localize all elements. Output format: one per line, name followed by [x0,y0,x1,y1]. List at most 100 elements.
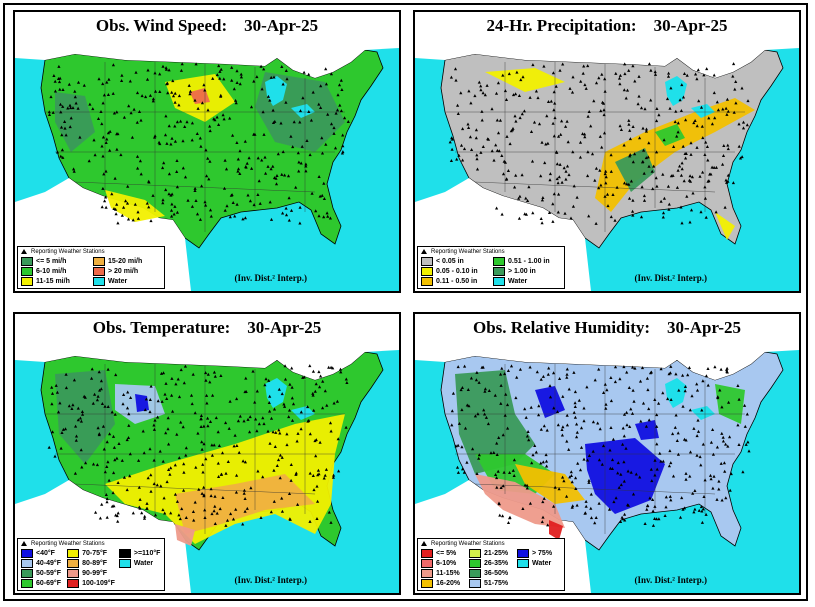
weather-station-marker [484,415,488,419]
weather-station-marker [155,483,159,487]
stations-legend-row: Reporting Weather Stations [21,540,161,547]
weather-station-marker [579,426,584,430]
weather-station-marker [582,457,586,461]
weather-station-marker [623,72,627,76]
weather-station-marker [688,450,693,454]
weather-station-marker [244,165,248,168]
weather-station-marker [715,497,719,501]
weather-station-marker [477,456,481,460]
weather-station-marker [703,478,707,482]
weather-station-marker [193,98,197,102]
wind-speed-map-panel: Obs. Wind Speed: 30-Apr-25 Reporting Weat… [13,10,401,293]
weather-station-marker [614,71,618,75]
weather-station-marker [100,144,104,148]
weather-station-marker [203,88,207,92]
weather-station-marker [655,442,659,446]
weather-station-marker [329,122,334,126]
weather-station-marker [164,66,168,70]
weather-station-marker [521,75,525,79]
legend-label: > 20 mi/h [108,268,139,275]
weather-station-marker [500,366,504,370]
weather-station-marker [681,404,685,408]
weather-station-marker [341,144,345,148]
weather-station-marker [697,99,701,103]
legend-label: > 1.00 in [508,268,536,275]
weather-station-marker [457,153,461,157]
weather-station-marker [686,373,690,377]
weather-station-marker [657,401,661,405]
weather-station-marker [661,459,665,463]
weather-station-marker [243,509,247,513]
weather-station-marker [320,151,325,155]
weather-station-marker [245,506,249,510]
weather-station-marker [252,203,256,207]
weather-station-marker [511,126,515,130]
weather-station-marker [587,214,591,218]
weather-station-marker [455,157,459,161]
weather-station-marker [498,513,502,517]
weather-station-marker [184,516,188,519]
weather-station-marker [181,139,185,143]
weather-station-marker [143,514,147,518]
weather-station-marker [631,492,636,496]
weather-station-marker [585,458,590,462]
weather-station-marker [319,84,323,88]
weather-station-marker [602,108,606,112]
weather-station-marker [56,77,61,80]
weather-station-marker [461,158,465,162]
weather-station-marker [278,431,282,435]
weather-station-marker [649,467,653,471]
weather-station-marker [536,96,540,100]
weather-station-marker [177,103,181,107]
weather-station-marker [567,447,571,451]
contour-region [515,464,585,504]
weather-station-marker [594,221,598,225]
weather-station-marker [254,417,258,421]
legend-item: Water [493,277,561,286]
legend-item: > 1.00 in [493,267,561,276]
weather-station-marker [287,408,292,412]
weather-station-marker [50,430,55,434]
weather-station-marker [216,461,220,465]
legend-swatch [118,549,131,558]
weather-station-marker [539,461,543,465]
weather-station-marker [519,78,523,82]
weather-station-marker [671,432,675,436]
weather-station-marker [267,401,271,404]
weather-station-marker [541,374,545,378]
weather-station-marker [514,92,518,96]
weather-station-marker [573,405,577,408]
weather-station-marker [661,211,666,215]
weather-station-marker [194,465,198,469]
weather-station-marker [575,430,579,434]
weather-station-marker [639,215,644,219]
weather-station-marker [515,70,519,74]
weather-station-marker [638,379,643,383]
weather-station-marker [474,378,478,382]
weather-station-marker [541,460,545,464]
weather-station-marker [272,468,276,472]
weather-station-marker [609,399,613,403]
weather-station-marker [463,426,468,430]
weather-station-marker [200,447,204,451]
weather-station-marker [204,203,208,207]
weather-station-marker [186,198,190,202]
weather-station-marker [126,184,130,188]
weather-station-marker [497,502,501,506]
weather-station-marker [193,500,197,504]
weather-station-marker [709,440,713,444]
weather-station-marker [275,464,279,467]
weather-station-marker [345,381,349,384]
weather-station-marker [571,150,575,154]
weather-station-marker [723,469,727,473]
weather-station-marker [64,372,68,376]
weather-station-marker [701,507,705,511]
weather-station-marker [552,134,556,138]
weather-station-marker [324,142,328,146]
weather-station-marker [715,100,719,104]
weather-station-marker [257,179,261,183]
weather-station-marker [152,427,156,431]
weather-station-marker [120,213,124,217]
weather-station-marker [339,370,343,374]
weather-station-marker [323,389,327,393]
